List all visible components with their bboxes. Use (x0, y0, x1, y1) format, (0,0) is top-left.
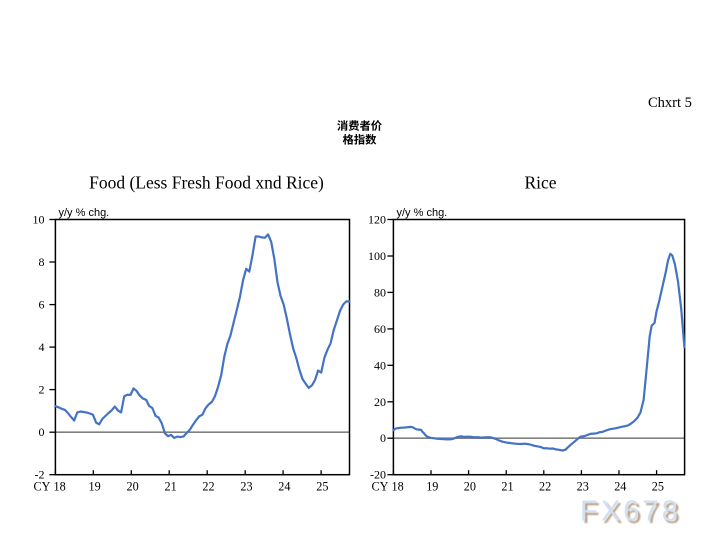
svg-text:20: 20 (374, 395, 386, 409)
svg-text:23: 23 (240, 480, 252, 494)
svg-text:19: 19 (426, 480, 438, 494)
svg-text:0: 0 (380, 431, 386, 445)
svg-text:-2: -2 (35, 468, 45, 482)
svg-text:22: 22 (539, 480, 551, 494)
svg-text:CY 18: CY 18 (372, 480, 404, 494)
svg-text:10: 10 (33, 213, 45, 227)
svg-text:22: 22 (202, 480, 214, 494)
svg-text:120: 120 (368, 213, 386, 227)
svg-text:60: 60 (374, 322, 386, 336)
svg-text:20: 20 (464, 480, 476, 494)
svg-text:Food (Less Fresh Food xnd Rice: Food (Less Fresh Food xnd Rice) (89, 173, 324, 193)
svg-text:2: 2 (39, 383, 45, 397)
svg-text:Chxrt 5: Chxrt 5 (648, 95, 692, 111)
svg-text:24: 24 (614, 480, 626, 494)
svg-text:80: 80 (374, 285, 386, 299)
svg-text:21: 21 (165, 480, 177, 494)
svg-text:20: 20 (127, 480, 139, 494)
svg-text:25: 25 (316, 480, 328, 494)
svg-text:Rice: Rice (524, 173, 556, 193)
svg-text:21: 21 (501, 480, 513, 494)
svg-text:25: 25 (652, 480, 664, 494)
svg-text:y/y % chg.: y/y % chg. (59, 207, 110, 219)
svg-text:FX678: FX678 (580, 496, 681, 528)
svg-text:23: 23 (577, 480, 589, 494)
svg-text:0: 0 (39, 425, 45, 439)
svg-text:40: 40 (374, 358, 386, 372)
svg-text:4: 4 (39, 340, 45, 354)
svg-text:6: 6 (39, 298, 45, 312)
svg-text:19: 19 (89, 480, 101, 494)
svg-text:24: 24 (278, 480, 290, 494)
svg-text:y/y % chg.: y/y % chg. (397, 207, 448, 219)
svg-text:-20: -20 (370, 468, 386, 482)
svg-text:100: 100 (368, 249, 386, 263)
svg-text:8: 8 (39, 255, 45, 269)
svg-text:CY 18: CY 18 (34, 480, 66, 494)
svg-text:FX678: FX678 (582, 498, 683, 530)
